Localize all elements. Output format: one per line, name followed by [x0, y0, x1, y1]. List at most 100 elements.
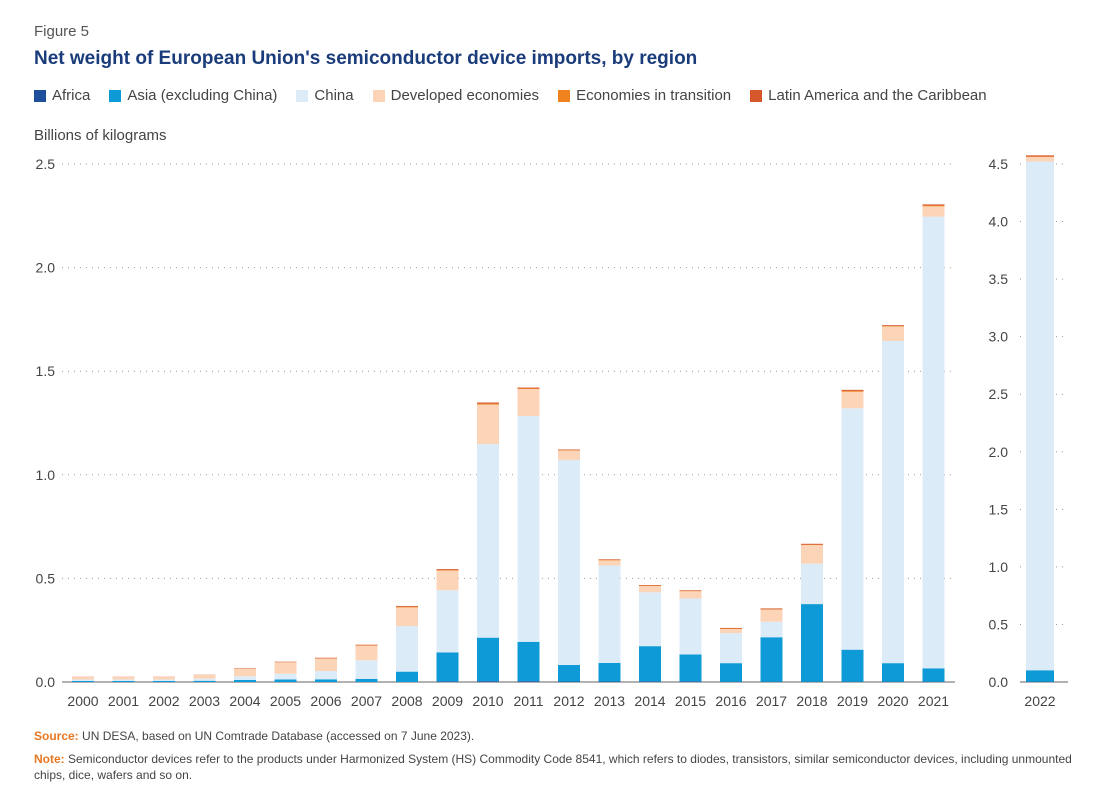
legend-label-china: China — [314, 87, 354, 104]
bar-segment-china-2020 — [882, 340, 904, 664]
bar-segment-china-2001 — [112, 679, 135, 681]
bar-segment-china-2005 — [274, 673, 297, 680]
x-tick-label: 2000 — [67, 693, 98, 709]
figure-label: Figure 5 — [34, 23, 90, 40]
bar-segment-china-2015 — [679, 598, 702, 655]
bar-segment-developed-economies-2021 — [922, 206, 945, 217]
bar-segment-developed-economies-2017 — [760, 609, 783, 622]
bar-segment-latin-america-and-the-caribbean-2007 — [355, 644, 378, 646]
x-tick-label: 2004 — [229, 693, 260, 709]
x-tick-label: 2008 — [391, 693, 422, 709]
y-tick-label: 2.5 — [989, 386, 1009, 402]
bar-segment-asia-excluding-china-2003 — [193, 680, 216, 682]
bar-segment-china-2010 — [477, 443, 499, 638]
bar-segment-developed-economies-2015 — [679, 591, 702, 599]
bar-segment-asia-excluding-china-2014 — [639, 646, 661, 682]
bar-segment-latin-america-and-the-caribbean-2012 — [558, 449, 580, 451]
y-tick-label: 2.0 — [989, 444, 1009, 460]
bar-segment-developed-economies-2007 — [355, 645, 378, 661]
y-tick-label: 0.5 — [36, 570, 56, 586]
legend-label-africa: Africa — [52, 87, 91, 104]
x-tick-label: 2010 — [472, 693, 503, 709]
bar-segment-asia-excluding-china-2006 — [315, 679, 337, 682]
bar-segment-latin-america-and-the-caribbean-2006 — [315, 657, 337, 659]
bar-segment-asia-excluding-china-2012 — [558, 665, 580, 682]
source-text: UN DESA, based on UN Comtrade Database (… — [78, 729, 475, 743]
y-tick-label: 3.5 — [989, 271, 1009, 287]
bar-segment-asia-excluding-china-2001 — [112, 680, 135, 682]
bar-segment-africa-2015 — [679, 681, 702, 682]
legend-item-transition: Economies in transition — [558, 87, 731, 104]
legend-swatch-transition — [558, 89, 571, 102]
bar-segment-asia-excluding-china-2010 — [477, 637, 499, 682]
x-tick-label: 2018 — [796, 693, 827, 709]
bar-segment-developed-economies-2008 — [396, 607, 418, 627]
bar-segment-latin-america-and-the-caribbean-2014 — [639, 585, 661, 586]
legend-swatch-china — [296, 89, 309, 102]
bar-segment-china-2014 — [639, 592, 661, 647]
bar-segment-economies-in-transition-2011 — [517, 388, 540, 390]
footnote: Note: Semiconductor devices refer to the… — [34, 751, 1074, 783]
bar-segment-latin-america-and-the-caribbean-2010 — [477, 402, 499, 404]
bar-segment-africa-2009 — [436, 681, 459, 682]
chart-title: Net weight of European Union's semicondu… — [34, 48, 698, 69]
bar-segment-developed-economies-2002 — [153, 677, 175, 680]
bar-segment-asia-excluding-china-2004 — [234, 679, 256, 682]
bar-segment-latin-america-and-the-caribbean-2018 — [801, 543, 823, 545]
bar-segment-asia-excluding-china-2022 — [1026, 670, 1054, 682]
y-tick-label: 1.5 — [989, 501, 1009, 517]
bar-segment-economies-in-transition-2019 — [841, 390, 864, 392]
y-tick-label: 4.0 — [989, 214, 1009, 230]
bar-segment-africa-2010 — [477, 681, 499, 682]
bar-segment-china-2016 — [720, 633, 742, 664]
y-tick-label: 0.5 — [989, 616, 1009, 632]
bar-segment-developed-economies-2012 — [558, 450, 580, 460]
bar-segment-developed-economies-2014 — [639, 586, 661, 593]
legend-swatch-latam — [750, 89, 763, 102]
x-tick-label: 2022 — [1024, 693, 1055, 709]
bar-segment-china-2000 — [72, 679, 94, 681]
y-tick-label: 1.0 — [36, 467, 56, 483]
source-note: Source: UN DESA, based on UN Comtrade Da… — [34, 728, 1074, 744]
y-tick-label: 0.0 — [989, 674, 1009, 690]
legend: Africa Asia (excluding China) China Deve… — [34, 87, 1006, 104]
bar-segment-developed-economies-2000 — [72, 677, 94, 680]
bar-segment-latin-america-and-the-caribbean-2013 — [598, 559, 621, 560]
bar-segment-latin-america-and-the-caribbean-2009 — [436, 569, 459, 570]
bar-segment-asia-excluding-china-2008 — [396, 671, 418, 682]
bar-segment-developed-economies-2005 — [274, 662, 297, 674]
x-tick-label: 2013 — [594, 693, 625, 709]
bar-segment-latin-america-and-the-caribbean-2021 — [922, 204, 945, 206]
bar-segment-china-2006 — [315, 671, 337, 680]
legend-swatch-africa — [34, 89, 46, 102]
bar-segment-china-2008 — [396, 626, 418, 672]
bar-segment-asia-excluding-china-2016 — [720, 663, 742, 682]
bar-segment-developed-economies-2016 — [720, 628, 742, 634]
bar-segment-developed-economies-2018 — [801, 545, 823, 564]
bar-segment-china-2018 — [801, 563, 823, 605]
x-tick-label: 2016 — [715, 693, 746, 709]
legend-label-latam: Latin America and the Caribbean — [768, 87, 987, 104]
legend-swatch-asia — [109, 89, 122, 102]
bar-segment-asia-excluding-china-2000 — [72, 680, 94, 682]
bar-segment-developed-economies-2011 — [517, 389, 540, 416]
y-tick-label: 1.0 — [989, 559, 1009, 575]
x-tick-label: 2005 — [270, 693, 301, 709]
bar-segment-economies-in-transition-2008 — [396, 606, 418, 608]
bar-segment-asia-excluding-china-2015 — [679, 654, 702, 682]
note-key: Note: — [34, 752, 65, 766]
bar-segment-china-2017 — [760, 621, 783, 638]
bar-segment-asia-excluding-china-2005 — [274, 679, 297, 682]
bar-segment-asia-excluding-china-2013 — [598, 662, 621, 682]
x-tick-label: 2003 — [189, 693, 220, 709]
x-tick-label: 2015 — [675, 693, 706, 709]
bar-segment-latin-america-and-the-caribbean-2016 — [720, 627, 742, 629]
legend-label-developed: Developed economies — [390, 87, 540, 104]
y-tick-label: 2.5 — [36, 156, 56, 172]
bar-segment-china-2002 — [153, 679, 175, 681]
bar-segment-africa-2014 — [639, 681, 661, 682]
bar-segment-china-2012 — [558, 459, 580, 666]
bar-segment-asia-excluding-china-2019 — [841, 649, 864, 682]
bar-segment-china-2013 — [598, 565, 621, 663]
bar-segment-asia-excluding-china-2002 — [153, 680, 175, 682]
